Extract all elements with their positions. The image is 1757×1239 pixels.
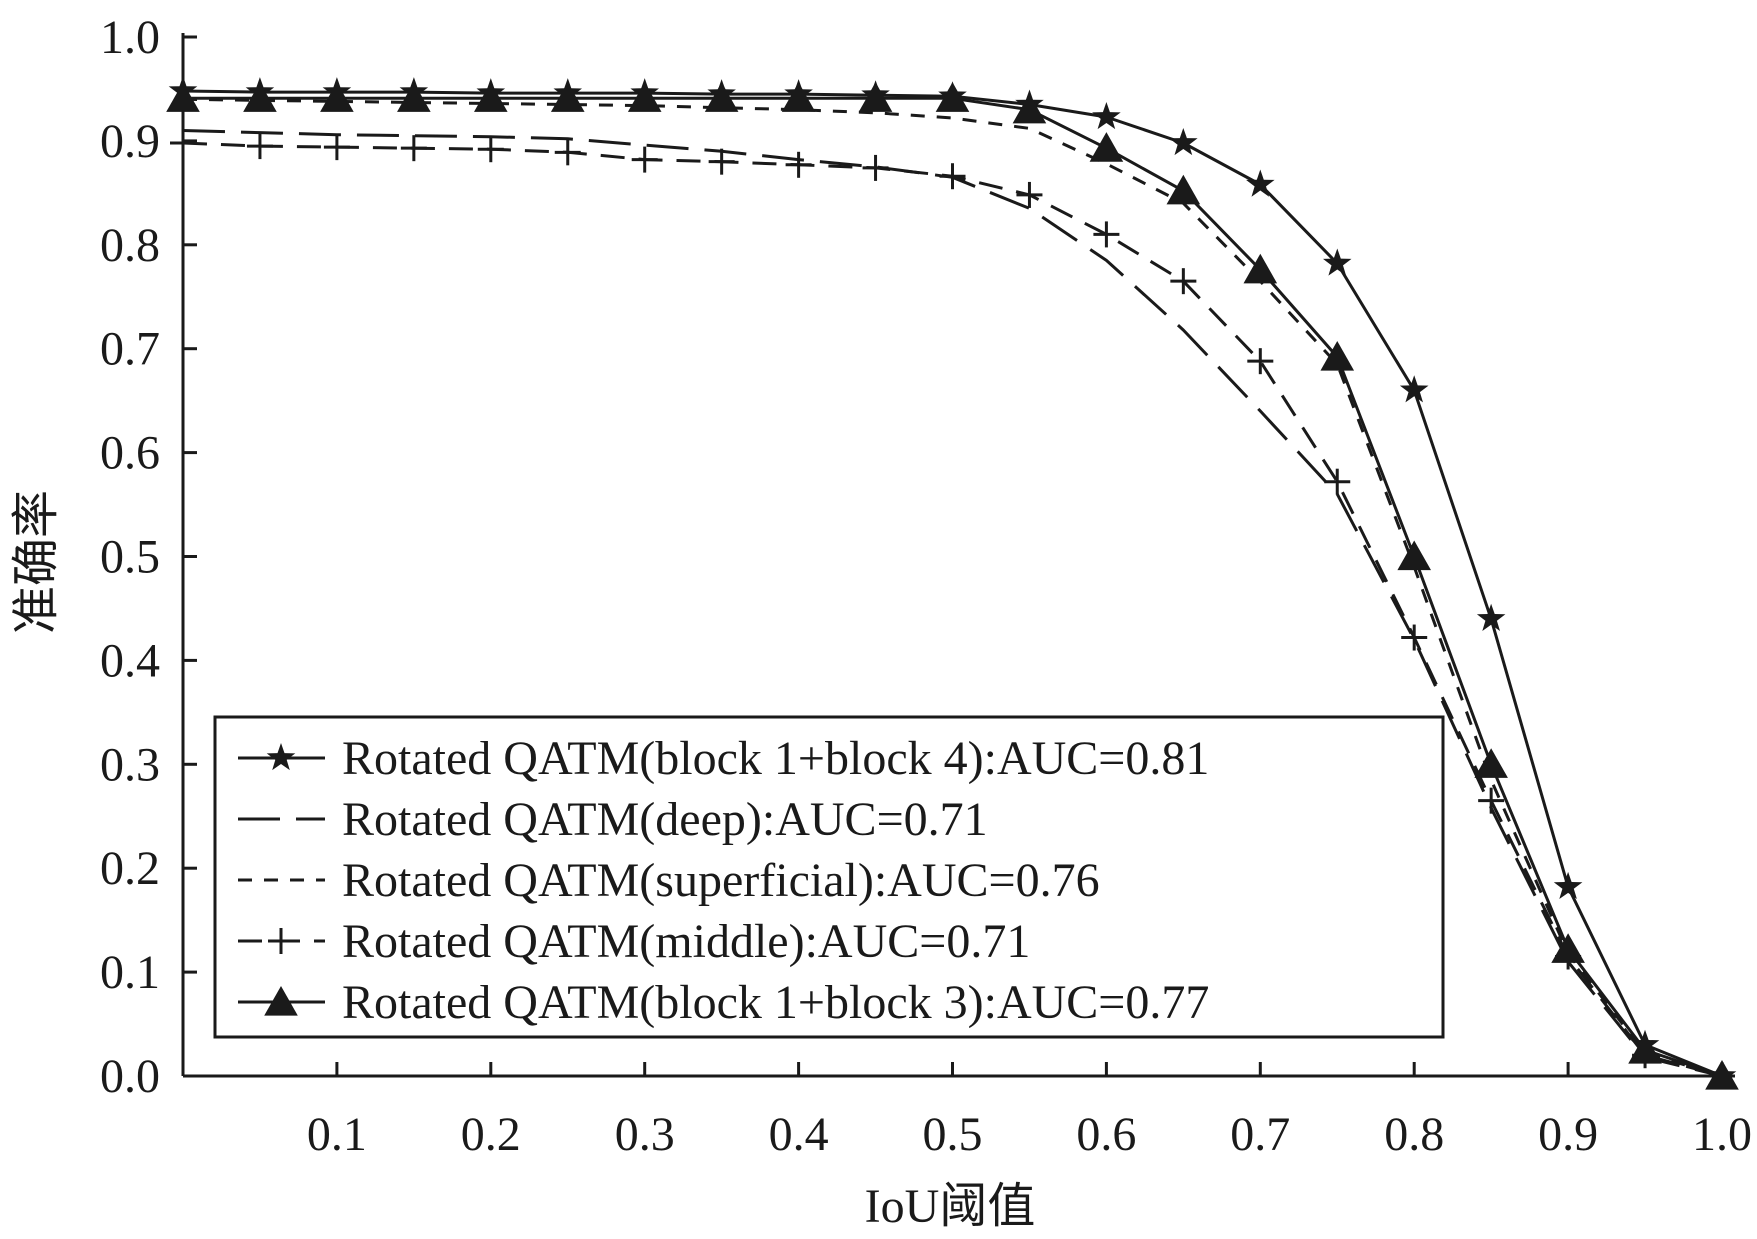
data-point [1399,375,1429,403]
data-point [1401,624,1428,651]
legend-label: Rotated QATM(block 1+block 3):AUC=0.77 [342,976,1209,1029]
data-point [1397,540,1431,571]
y-tick-label: 0.2 [100,842,160,895]
y-tick-label: 0.8 [100,219,160,272]
data-point [708,148,735,175]
legend-marker [264,986,298,1016]
x-tick-label: 0.9 [1538,1108,1598,1161]
legend-item: Rotated QATM(superficial):AUC=0.76 [238,854,1100,907]
legend-item: Rotated QATM(middle):AUC=0.71 [238,915,1030,968]
data-point [627,82,662,112]
data-point [704,82,739,112]
data-point [1323,248,1352,276]
x-axis-title: IoU阈值 [865,1180,1036,1233]
data-point [1246,169,1275,197]
x-tick-label: 0.4 [769,1108,829,1161]
data-point [1170,268,1197,295]
data-point [1166,174,1201,205]
data-point [1478,787,1505,814]
y-tick-label: 0.7 [100,323,160,376]
data-point [858,82,893,112]
data-point [1705,1060,1739,1090]
y-tick-label: 0.1 [100,946,160,999]
y-tick-label: 0.4 [100,634,160,687]
y-tick-label: 0.6 [100,427,160,480]
x-tick-label: 0.8 [1384,1108,1444,1161]
x-tick-label: 0.6 [1076,1108,1136,1161]
y-axis-title: 准确率 [10,490,63,634]
y-tick-label: 0.5 [100,531,160,584]
y-tick-label: 0.3 [100,738,160,791]
data-point [631,146,658,173]
legend-item: Rotated QATM(block 1+block 3):AUC=0.77 [238,976,1209,1029]
data-point [1320,341,1355,371]
legend-label: Rotated QATM(deep):AUC=0.71 [342,793,988,846]
legend-label: Rotated QATM(block 1+block 4):AUC=0.81 [342,732,1209,785]
data-point [1092,102,1121,130]
data-point [781,82,816,112]
data-point [320,82,354,112]
data-point [474,82,508,112]
data-point [1247,348,1274,375]
data-point [785,151,812,178]
data-point [550,82,585,112]
series-4 [166,82,1739,1090]
x-tick-label: 1.0 [1692,1108,1752,1161]
data-point [1012,93,1047,124]
series-layer [166,76,1739,1090]
data-point [862,154,889,181]
y-tick-label: 0.9 [100,115,160,168]
data-point [1169,128,1198,156]
data-point [170,129,196,156]
data-point [939,163,966,190]
x-axis: 0.1 0.2 0.3 0.4 0.5 0.6 0.7 0.8 0.9 1.0 [307,1062,1752,1161]
data-point [166,82,200,112]
x-tick-label: 0.5 [923,1108,983,1161]
y-tick-label: 1.0 [100,11,160,64]
data-point [935,82,970,112]
legend-label: Rotated QATM(middle):AUC=0.71 [342,915,1030,968]
data-point [1093,221,1120,248]
legend-box [213,715,1445,1039]
legend-label: Rotated QATM(superficial):AUC=0.76 [342,854,1100,907]
data-point [1016,181,1043,208]
y-axis: 0.0 0.1 0.2 0.3 0.4 0.5 0.6 0.7 0.8 0.9 1.0 [100,11,197,1103]
data-point [1553,871,1583,899]
x-tick-label: 0.1 [307,1108,367,1161]
legend: Rotated QATM(block 1+block 4):AUC=0.81 Ro… [213,715,1445,1039]
legend-item: Rotated QATM(block 1+block 4):AUC=0.81 [238,732,1209,785]
y-tick-label: 0.0 [100,1050,160,1103]
data-point [1089,132,1124,162]
data-point [1551,933,1585,963]
data-point [400,135,427,162]
data-point [397,82,431,112]
data-point [243,82,277,112]
data-point [1474,748,1508,778]
x-tick-label: 0.3 [615,1108,675,1161]
legend-marker [268,928,294,954]
data-point [1324,468,1351,495]
legend-item: Rotated QATM(deep):AUC=0.71 [238,793,988,846]
data-point [554,139,581,166]
data-point [1476,603,1506,631]
x-tick-label: 0.2 [461,1108,521,1161]
data-point [477,136,504,163]
data-point [1628,1034,1662,1064]
data-point [1243,253,1278,284]
data-point [323,134,350,161]
data-point [246,133,273,160]
legend-marker [266,743,296,771]
x-tick-label: 0.7 [1230,1108,1290,1161]
